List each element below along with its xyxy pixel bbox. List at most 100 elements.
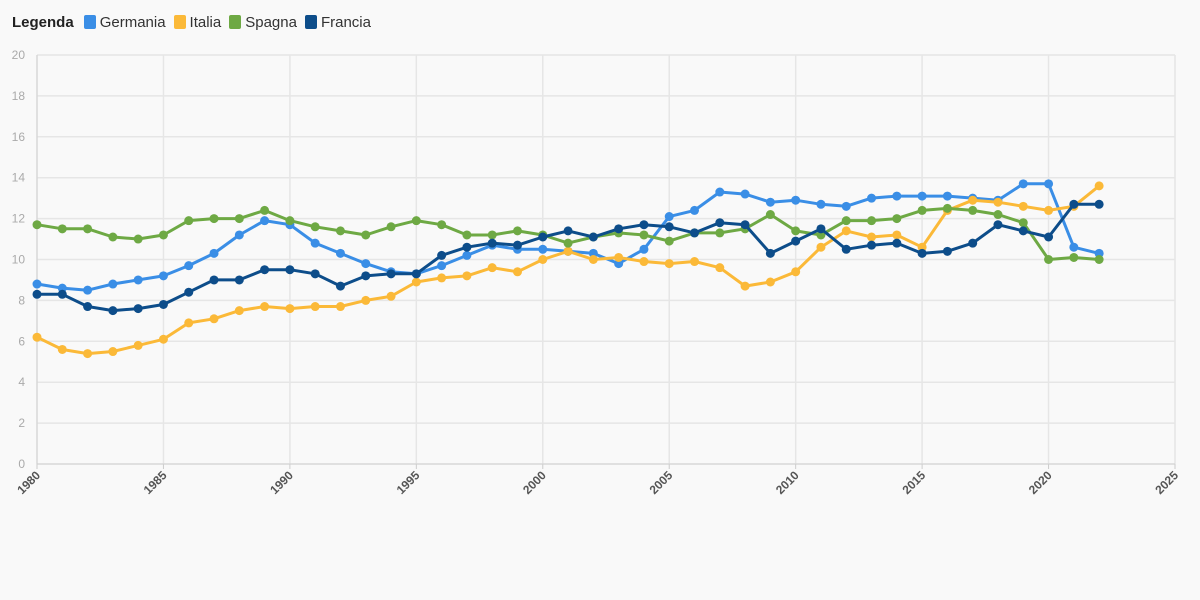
data-point-francia[interactable]	[588, 232, 598, 242]
data-point-spagna[interactable]	[867, 216, 877, 226]
data-point-germania[interactable]	[664, 212, 674, 222]
data-point-spagna[interactable]	[32, 220, 42, 230]
data-point-francia[interactable]	[690, 228, 700, 238]
data-point-francia[interactable]	[158, 299, 168, 309]
data-point-spagna[interactable]	[715, 228, 725, 238]
data-point-germania[interactable]	[335, 248, 345, 258]
data-point-spagna[interactable]	[184, 216, 194, 226]
data-point-germania[interactable]	[108, 279, 118, 289]
data-point-francia[interactable]	[740, 220, 750, 230]
data-point-italia[interactable]	[260, 302, 270, 312]
data-point-spagna[interactable]	[209, 214, 219, 224]
data-point-germania[interactable]	[639, 244, 649, 254]
data-point-spagna[interactable]	[487, 230, 497, 240]
data-point-italia[interactable]	[310, 302, 320, 312]
data-point-germania[interactable]	[538, 244, 548, 254]
data-point-spagna[interactable]	[361, 230, 371, 240]
data-point-italia[interactable]	[285, 304, 295, 314]
data-point-germania[interactable]	[1018, 179, 1028, 189]
data-point-francia[interactable]	[512, 240, 522, 250]
data-point-germania[interactable]	[83, 285, 93, 295]
data-point-francia[interactable]	[1094, 199, 1104, 209]
data-point-spagna[interactable]	[1044, 255, 1054, 264]
data-point-francia[interactable]	[335, 281, 345, 291]
data-point-spagna[interactable]	[285, 216, 295, 226]
data-point-spagna[interactable]	[260, 205, 270, 215]
data-point-spagna[interactable]	[57, 224, 67, 234]
data-point-italia[interactable]	[133, 340, 143, 350]
data-point-italia[interactable]	[234, 306, 244, 316]
data-point-francia[interactable]	[968, 238, 978, 248]
data-point-italia[interactable]	[740, 281, 750, 291]
data-point-germania[interactable]	[715, 187, 725, 197]
data-point-italia[interactable]	[791, 267, 801, 277]
data-point-germania[interactable]	[791, 195, 801, 205]
data-point-francia[interactable]	[867, 240, 877, 250]
data-point-italia[interactable]	[158, 334, 168, 344]
data-point-francia[interactable]	[816, 224, 826, 234]
data-point-francia[interactable]	[437, 250, 447, 260]
data-point-francia[interactable]	[234, 275, 244, 285]
data-point-italia[interactable]	[108, 347, 118, 357]
data-point-germania[interactable]	[690, 205, 700, 215]
data-point-francia[interactable]	[1044, 232, 1054, 242]
data-point-spagna[interactable]	[841, 216, 851, 226]
data-point-spagna[interactable]	[917, 205, 927, 215]
data-point-italia[interactable]	[892, 230, 902, 240]
data-point-francia[interactable]	[57, 289, 67, 299]
data-point-italia[interactable]	[563, 246, 573, 256]
data-point-spagna[interactable]	[639, 230, 649, 240]
data-point-francia[interactable]	[361, 271, 371, 281]
data-point-francia[interactable]	[133, 304, 143, 314]
data-point-germania[interactable]	[816, 199, 826, 209]
data-point-francia[interactable]	[108, 306, 118, 316]
data-point-italia[interactable]	[32, 332, 42, 342]
data-point-germania[interactable]	[1069, 242, 1079, 252]
data-point-spagna[interactable]	[83, 224, 93, 234]
data-point-francia[interactable]	[209, 275, 219, 285]
data-point-spagna[interactable]	[158, 230, 168, 240]
data-point-germania[interactable]	[841, 201, 851, 211]
data-point-italia[interactable]	[462, 271, 472, 281]
data-point-francia[interactable]	[386, 269, 396, 279]
data-point-italia[interactable]	[1094, 181, 1104, 191]
data-point-francia[interactable]	[285, 265, 295, 275]
data-point-italia[interactable]	[715, 263, 725, 273]
data-point-spagna[interactable]	[310, 222, 320, 232]
data-point-francia[interactable]	[892, 238, 902, 248]
data-point-italia[interactable]	[1044, 205, 1054, 215]
data-point-francia[interactable]	[32, 289, 42, 299]
data-point-germania[interactable]	[234, 230, 244, 240]
data-point-germania[interactable]	[740, 189, 750, 199]
data-point-francia[interactable]	[765, 248, 775, 258]
data-point-francia[interactable]	[310, 269, 320, 279]
legend-item-germania[interactable]: Germania	[83, 14, 166, 31]
legend-item-francia[interactable]: Francia	[304, 14, 371, 31]
data-point-germania[interactable]	[765, 197, 775, 207]
data-point-germania[interactable]	[462, 250, 472, 260]
data-point-italia[interactable]	[639, 257, 649, 267]
data-point-italia[interactable]	[335, 302, 345, 312]
data-point-spagna[interactable]	[1094, 255, 1104, 264]
data-point-italia[interactable]	[765, 277, 775, 287]
data-point-spagna[interactable]	[892, 214, 902, 224]
data-point-francia[interactable]	[942, 246, 952, 256]
data-point-italia[interactable]	[57, 344, 67, 354]
data-point-francia[interactable]	[715, 218, 725, 228]
data-point-francia[interactable]	[462, 242, 472, 252]
data-point-germania[interactable]	[437, 261, 447, 271]
data-point-francia[interactable]	[993, 220, 1003, 230]
data-point-germania[interactable]	[917, 191, 927, 201]
data-point-spagna[interactable]	[133, 234, 143, 244]
data-point-spagna[interactable]	[968, 205, 978, 215]
data-point-germania[interactable]	[867, 193, 877, 203]
data-point-germania[interactable]	[361, 259, 371, 269]
data-point-germania[interactable]	[942, 191, 952, 201]
data-point-italia[interactable]	[386, 291, 396, 301]
data-point-italia[interactable]	[614, 252, 624, 262]
legend-item-spagna[interactable]: Spagna	[229, 14, 297, 31]
data-point-spagna[interactable]	[437, 220, 447, 230]
data-point-spagna[interactable]	[234, 214, 244, 224]
data-point-spagna[interactable]	[335, 226, 345, 236]
data-point-francia[interactable]	[791, 236, 801, 246]
